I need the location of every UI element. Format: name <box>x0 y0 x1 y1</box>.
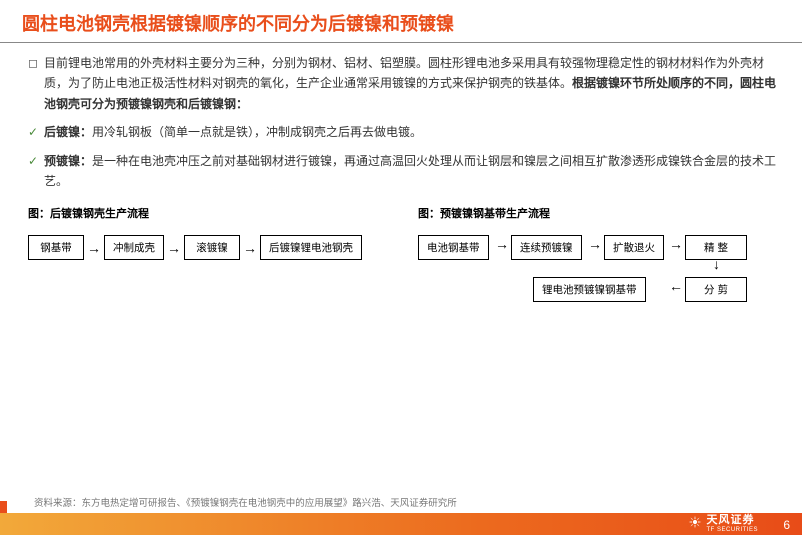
arrow-right-icon: → <box>164 241 184 255</box>
flow-box: 冲制成壳 <box>104 235 164 260</box>
bullet-text: 后镀镍：用冷轧钢板（简单一点就是铁），冲制成钢壳之后再去做电镀。 <box>44 122 778 142</box>
flow-box: 锂电池预镀镍钢基带 <box>533 277 646 302</box>
flow-row: 钢基带 → 冲制成壳 → 滚镀镍 → 后镀镍锂电池钢壳 <box>28 235 388 260</box>
flow-box: 滚镀镍 <box>184 235 240 260</box>
logo-text-cn: 天风证券 <box>706 511 758 527</box>
arrow-left-icon: ← <box>666 279 686 293</box>
check-icon: ✓ <box>28 122 44 142</box>
flow-box: 后镀镍锂电池钢壳 <box>260 235 362 260</box>
diagram-title: 图：预镀镍钢基带生产流程 <box>418 205 778 221</box>
footer: 资料来源：东方电热定增可研报告、《预镀镍钢壳在电池钢壳中的应用展望》路兴浩、天风… <box>0 501 802 535</box>
flow-box: 电池钢基带 <box>418 235 489 260</box>
bullet-item: ◻ 目前锂电池常用的外壳材料主要分为三种，分别为钢材、铝材、铝塑膜。圆柱形锂电池… <box>28 53 778 114</box>
logo-text-en: TF SECURITIES <box>706 527 758 533</box>
content-area: ◻ 目前锂电池常用的外壳材料主要分为三种，分别为钢材、铝材、铝塑膜。圆柱形锂电池… <box>0 43 802 315</box>
logo-icon <box>688 515 702 529</box>
arrow-right-icon: → <box>585 237 605 251</box>
bullet-item: ✓ 预镀镍：是一种在电池壳冲压之前对基础钢材进行镀镍，再通过高温回火处理从而让钢… <box>28 151 778 192</box>
arrow-down-icon: ↓ <box>710 257 723 271</box>
brand-logo: 天风证券 TF SECURITIES <box>688 511 758 533</box>
square-icon: ◻ <box>28 53 44 114</box>
page-title: 圆柱电池钢壳根据镀镍顺序的不同分为后镀镍和预镀镍 <box>22 10 780 36</box>
bullet-text: 目前锂电池常用的外壳材料主要分为三种，分别为钢材、铝材、铝塑膜。圆柱形锂电池多采… <box>44 53 778 114</box>
arrow-right-icon: → <box>240 241 260 255</box>
diagram-right: 图：预镀镍钢基带生产流程 电池钢基带 → 连续预镀镍 → 扩散退火 → 精 整 … <box>418 205 778 315</box>
flow-box: 扩散退火 <box>604 235 664 260</box>
title-bar: 圆柱电池钢壳根据镀镍顺序的不同分为后镀镍和预镀镍 <box>0 0 802 43</box>
arrow-right-icon: → <box>666 237 686 251</box>
flow-grid: 电池钢基带 → 连续预镀镍 → 扩散退火 → 精 整 ↓ 分 剪 ← 锂电池预镀… <box>418 235 778 315</box>
source-text: 资料来源：东方电热定增可研报告、《预镀镍钢壳在电池钢壳中的应用展望》路兴浩、天风… <box>34 495 457 509</box>
diagrams-row: 图：后镀镍钢壳生产流程 钢基带 → 冲制成壳 → 滚镀镍 → 后镀镍锂电池钢壳 … <box>28 205 778 315</box>
diagram-left: 图：后镀镍钢壳生产流程 钢基带 → 冲制成壳 → 滚镀镍 → 后镀镍锂电池钢壳 <box>28 205 388 315</box>
diagram-title: 图：后镀镍钢壳生产流程 <box>28 205 388 221</box>
footer-gradient <box>0 513 802 535</box>
bullet-text: 预镀镍：是一种在电池壳冲压之前对基础钢材进行镀镍，再通过高温回火处理从而让钢层和… <box>44 151 778 192</box>
arrow-right-icon: → <box>492 237 512 251</box>
page-number: 6 <box>783 518 790 532</box>
arrow-right-icon: → <box>84 241 104 255</box>
flow-box: 连续预镀镍 <box>511 235 582 260</box>
check-icon: ✓ <box>28 151 44 192</box>
flow-box: 分 剪 <box>685 277 747 302</box>
flow-box: 钢基带 <box>28 235 84 260</box>
bullet-item: ✓ 后镀镍：用冷轧钢板（简单一点就是铁），冲制成钢壳之后再去做电镀。 <box>28 122 778 142</box>
